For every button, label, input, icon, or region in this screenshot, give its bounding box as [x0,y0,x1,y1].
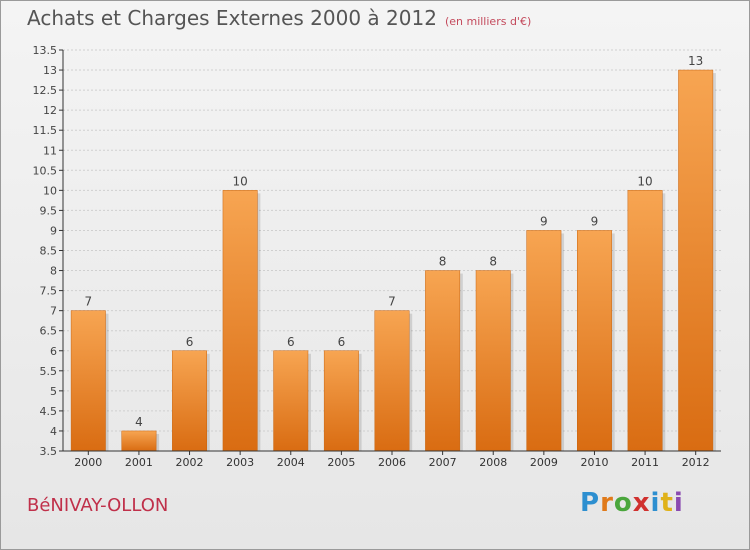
data-label: 10 [637,174,652,188]
bar-2005 [323,350,359,452]
y-tick-label: 4 [50,425,57,438]
y-tick-label: 8 [50,265,57,278]
bar-2011 [627,190,663,452]
y-tick-label: 11 [43,144,57,157]
bar-2009 [526,230,562,452]
data-label: 8 [439,255,447,269]
x-tick-label: 2005 [327,456,355,469]
brand-logo: Proxiti [580,488,684,518]
bar-2001 [121,430,157,452]
data-label: 13 [688,54,703,68]
y-tick-label: 6.5 [40,325,58,338]
x-tick-label: 2007 [429,456,457,469]
y-tick-label: 10 [43,184,57,197]
data-label: 9 [591,214,599,228]
x-tick-label: 2012 [682,456,710,469]
bars: 7 4 6 10 6 6 7 8 8 9 9 10 13 [70,54,716,452]
y-tick-label: 11.5 [33,124,58,137]
bar-2000 [70,310,106,452]
y-tick-label: 5 [50,385,57,398]
y-tick-label: 4.5 [40,405,58,418]
x-tick-label: 2009 [530,456,558,469]
y-tick-label: 13 [43,64,57,77]
x-tick-label: 2001 [125,456,153,469]
y-tick-label: 9.5 [40,204,58,217]
data-label: 10 [233,174,248,188]
bar-2003 [222,190,258,452]
bar-2006 [374,310,410,452]
data-label: 8 [489,255,497,269]
y-tick-label: 5.5 [40,365,58,378]
chart-title: Achats et Charges Externes 2000 à 2012 (e… [27,6,531,30]
title-unit: (en milliers d'€) [444,15,532,28]
axes: 3.5 4 4.5 5 5.5 6 6.5 7 7.5 8 8.5 9 9.5 10 10.5 11 11.5 1… [33,44,721,469]
bar-2002 [172,350,207,452]
y-tick-label: 10.5 [33,164,58,177]
y-tick-label: 8.5 [40,245,58,258]
y-tick-label: 12 [43,104,57,117]
x-tick-label: 2010 [580,456,608,469]
bar-2012 [678,69,714,452]
x-tick-label: 2011 [631,456,659,469]
data-label: 6 [287,335,295,349]
commune-name: BéNIVAY-OLLON [27,495,169,516]
y-tick-label: 6 [50,345,57,358]
y-tick-label: 3.5 [40,445,58,458]
bar-2007 [425,270,461,452]
x-tick-label: 2003 [226,456,254,469]
x-tick-label: 2002 [176,456,204,469]
data-label: 7 [84,295,92,309]
data-label: 6 [338,335,346,349]
data-label: 7 [388,295,396,309]
x-tick-label: 2000 [74,456,102,469]
bar-2004 [273,350,309,452]
y-tick-label: 13.5 [33,44,58,57]
y-tick-label: 12.5 [33,84,58,97]
data-label: 9 [540,214,548,228]
y-tick-label: 9 [50,224,57,237]
data-label: 4 [135,415,143,429]
x-tick-label: 2004 [277,456,305,469]
y-tick-label: 7 [50,305,57,318]
bar-2010 [577,230,612,452]
x-tick-label: 2008 [479,456,507,469]
bar-2008 [475,270,511,452]
data-label: 6 [186,335,194,349]
x-tick-label: 2006 [378,456,406,469]
y-tick-label: 7.5 [40,285,58,298]
title-text: Achats et Charges Externes 2000 à 2012 [27,6,437,30]
